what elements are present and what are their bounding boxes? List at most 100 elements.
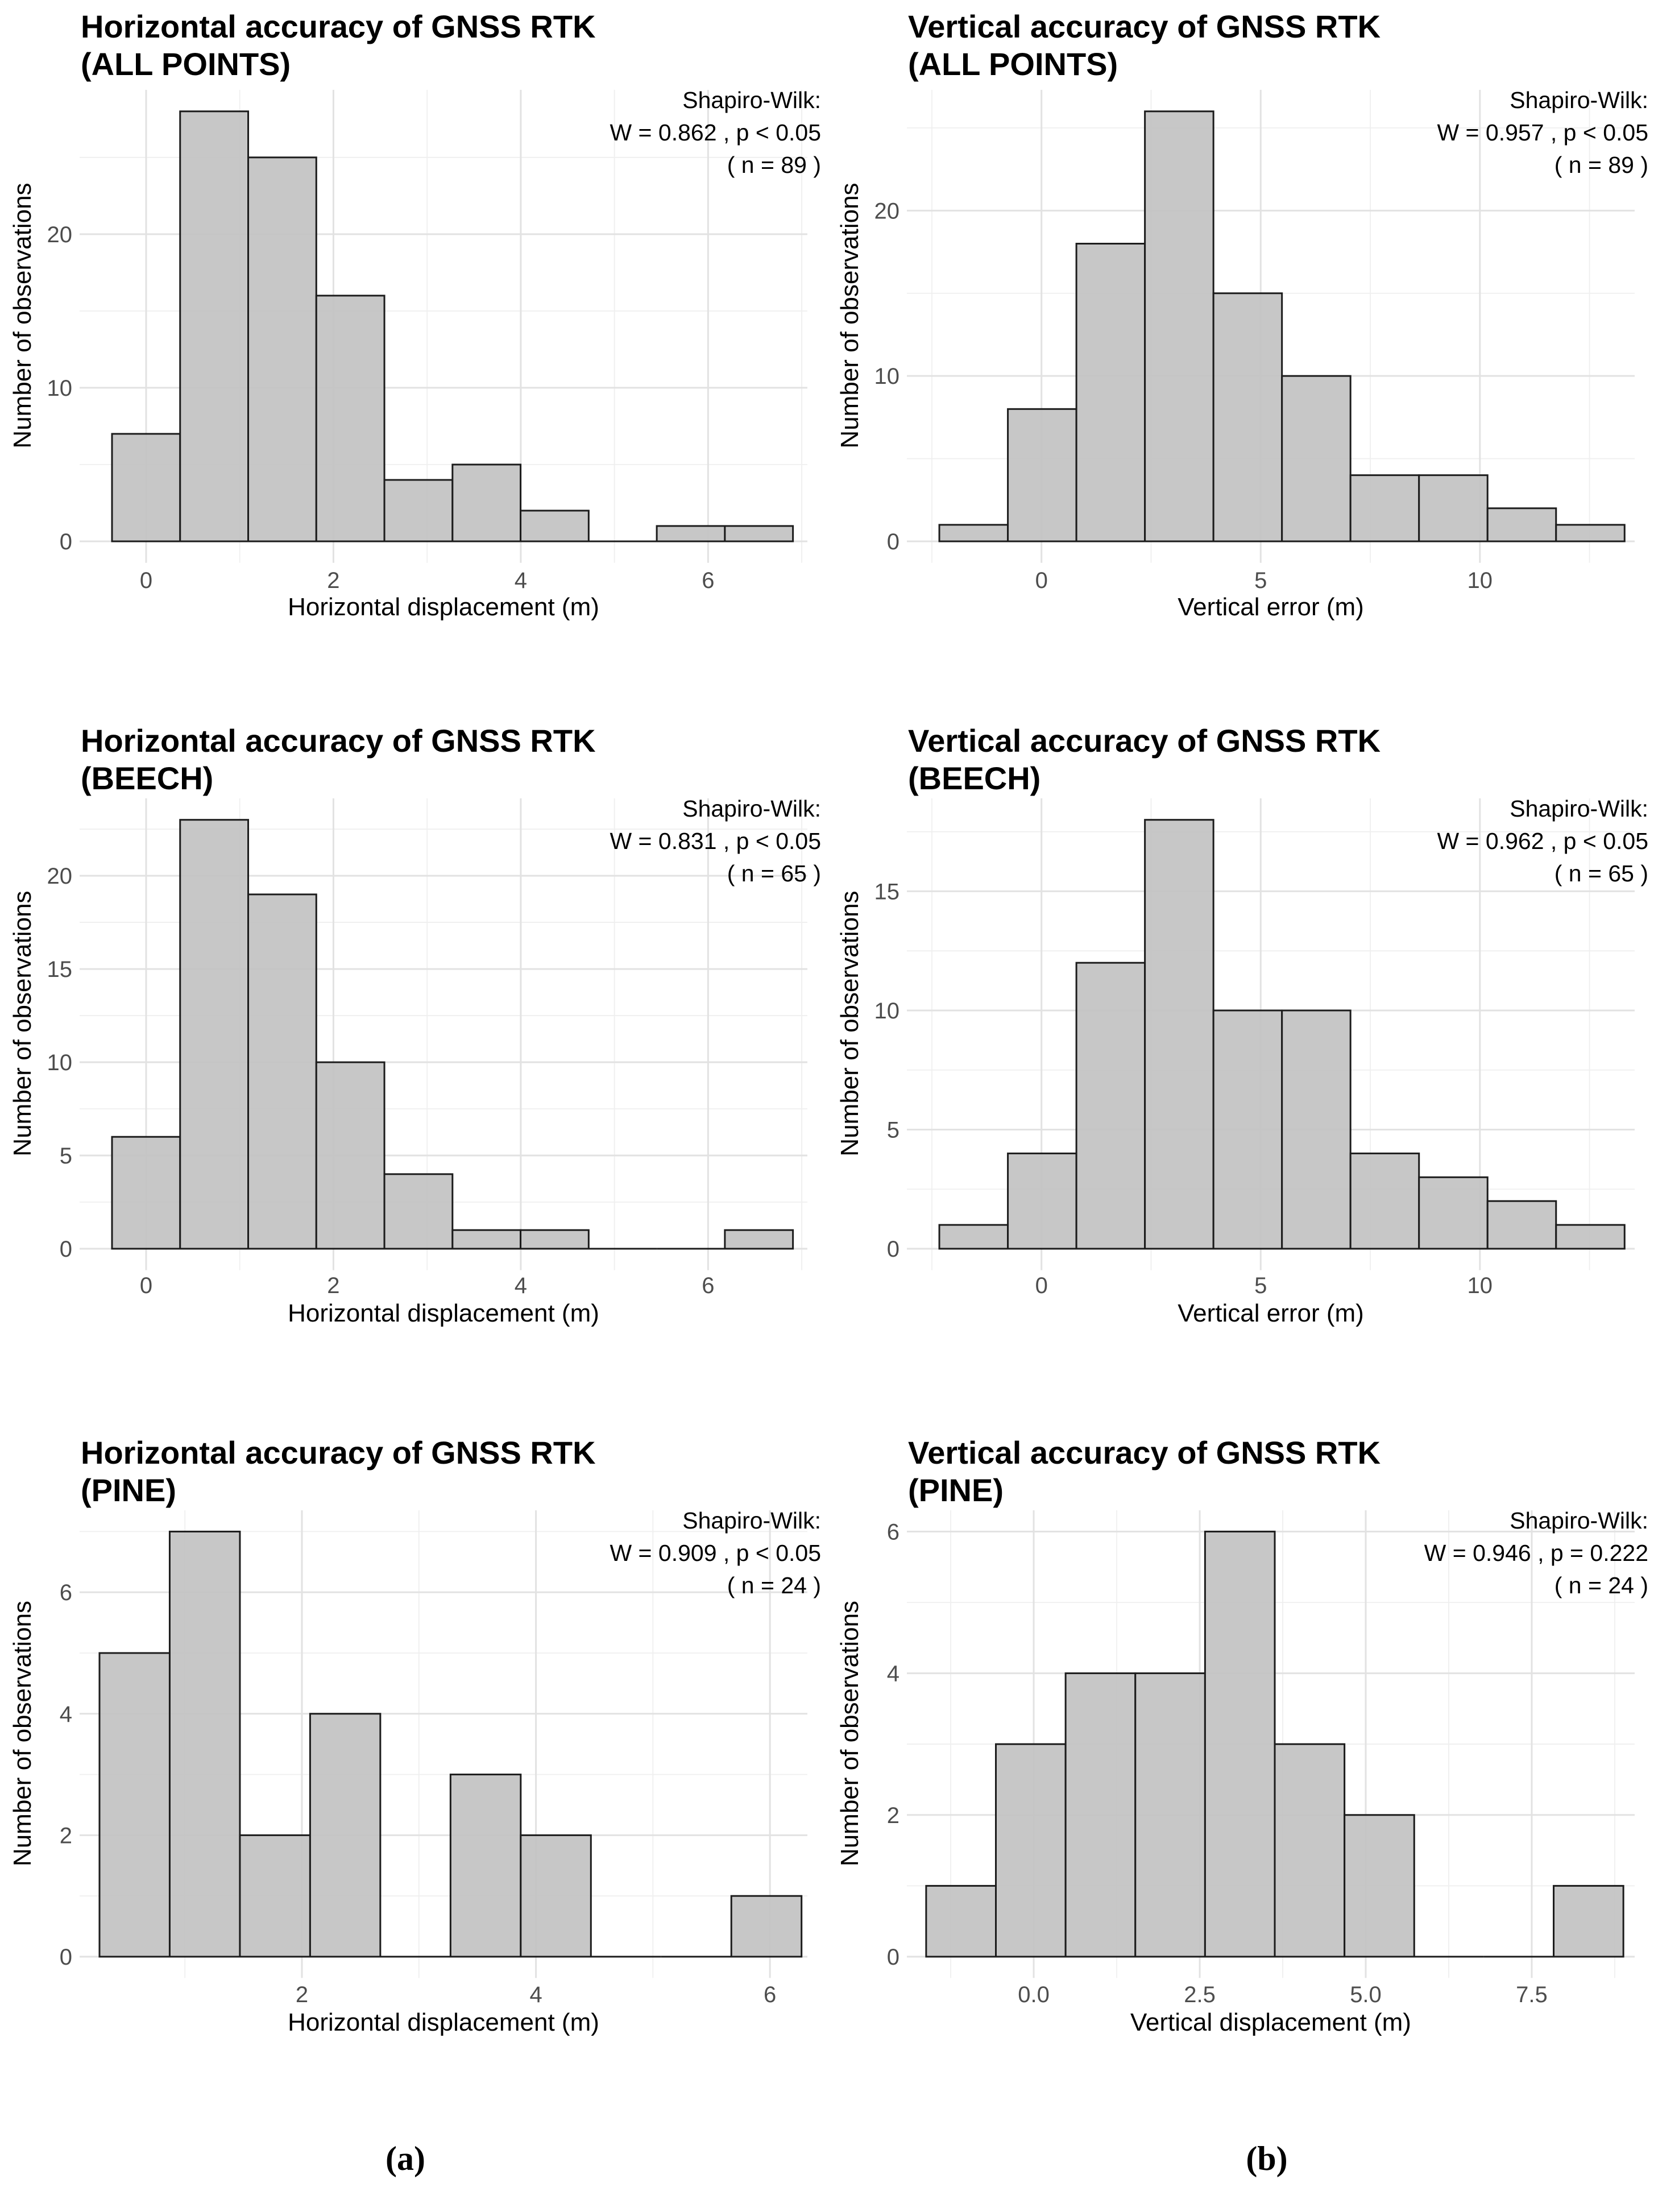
histogram-bar bbox=[938, 1224, 1009, 1250]
chart-title-line: (PINE) bbox=[908, 1472, 1004, 1508]
histogram-bar bbox=[994, 1743, 1067, 1958]
y-tick-label: 0 bbox=[887, 1237, 899, 1262]
y-tick-label: 10 bbox=[874, 999, 900, 1024]
histogram-bars bbox=[111, 110, 794, 542]
y-tick-label: 15 bbox=[47, 957, 73, 982]
x-tick-label: 10 bbox=[1468, 568, 1493, 593]
x-tick-label: 4 bbox=[515, 1273, 527, 1298]
shapiro-wilk-annotation-line: Shapiro-Wilk: bbox=[1510, 796, 1648, 822]
shapiro-wilk-annotation-line: Shapiro-Wilk: bbox=[682, 796, 821, 822]
histogram-bar bbox=[247, 893, 317, 1250]
y-axis-title: Number of observations bbox=[9, 183, 36, 448]
histogram-bar bbox=[111, 1136, 181, 1250]
histogram-bar bbox=[111, 433, 181, 542]
y-tick-label: 20 bbox=[47, 222, 73, 247]
shapiro-wilk-annotation-line: Shapiro-Wilk: bbox=[682, 87, 821, 113]
histogram-bar bbox=[1418, 474, 1489, 542]
histogram-bar bbox=[449, 1774, 522, 1958]
chart-title-line: (PINE) bbox=[81, 1472, 176, 1508]
histogram-bar bbox=[1212, 1009, 1283, 1250]
shapiro-wilk-annotation-line: Shapiro-Wilk: bbox=[682, 1507, 821, 1534]
shapiro-wilk-annotation-line: ( n = 24 ) bbox=[1554, 1572, 1648, 1598]
shapiro-wilk-annotation-line: ( n = 65 ) bbox=[1554, 860, 1648, 887]
histogram-bar bbox=[1281, 375, 1352, 542]
y-axis-title: Number of observations bbox=[836, 183, 864, 448]
histogram-bar bbox=[1555, 524, 1626, 542]
chart-title-line: (BEECH) bbox=[81, 760, 213, 796]
x-tick-label: 0 bbox=[140, 1273, 152, 1298]
histogram-bar bbox=[1486, 1200, 1557, 1250]
x-tick-label: 0.0 bbox=[1018, 1982, 1050, 2007]
histogram-bar bbox=[1134, 1672, 1206, 1958]
histogram-bar bbox=[730, 1895, 803, 1958]
caption-b: (b) bbox=[1246, 2140, 1288, 2177]
histogram-bars bbox=[925, 1530, 1624, 1958]
chart-horizontal-all-points: Horizontal accuracy of GNSS RTK (ALL POI… bbox=[0, 0, 827, 690]
histogram-bar bbox=[520, 1229, 590, 1250]
chart-canvas-vertical-beech: Vertical accuracy of GNSS RTK (BEECH) Sha… bbox=[836, 723, 1648, 1327]
histogram-bar bbox=[383, 479, 454, 542]
histogram-bar bbox=[925, 1884, 997, 1958]
x-tick-label: 5 bbox=[1254, 1273, 1267, 1298]
x-axis-title: Vertical error (m) bbox=[1178, 1299, 1364, 1327]
shapiro-wilk-annotation-line: ( n = 89 ) bbox=[1554, 152, 1648, 178]
x-tick-label: 0 bbox=[1035, 1273, 1048, 1298]
histogram-bar bbox=[247, 156, 317, 542]
y-tick-label: 0 bbox=[60, 1237, 72, 1262]
histogram-bar bbox=[656, 525, 726, 542]
x-axis-title: Horizontal displacement (m) bbox=[288, 2008, 599, 2036]
chart-title-line: Horizontal accuracy of GNSS RTK bbox=[81, 1435, 596, 1470]
y-axis-title: Number of observations bbox=[836, 1601, 864, 1866]
histogram-bar bbox=[1144, 110, 1214, 542]
y-tick-label: 6 bbox=[887, 1519, 899, 1544]
y-tick-label: 10 bbox=[47, 376, 73, 401]
y-tick-label: 0 bbox=[887, 1945, 899, 1970]
histogram-bar bbox=[309, 1713, 382, 1958]
x-tick-label: 10 bbox=[1468, 1273, 1493, 1298]
chart-canvas-horizontal-all-points: Horizontal accuracy of GNSS RTK (ALL POI… bbox=[9, 9, 821, 621]
shapiro-wilk-annotation-line: W = 0.962 , p < 0.05 bbox=[1437, 828, 1648, 854]
histogram-bar bbox=[724, 1229, 794, 1250]
x-axis-title: Vertical displacement (m) bbox=[1130, 2008, 1411, 2036]
y-tick-label: 4 bbox=[887, 1662, 899, 1687]
shapiro-wilk-annotation-line: ( n = 89 ) bbox=[727, 152, 821, 178]
x-tick-label: 6 bbox=[702, 568, 714, 593]
chart-canvas-horizontal-beech: Horizontal accuracy of GNSS RTK (BEECH) S… bbox=[9, 723, 821, 1327]
shapiro-wilk-annotation-line: Shapiro-Wilk: bbox=[1510, 87, 1648, 113]
x-tick-label: 0 bbox=[1035, 568, 1048, 593]
y-axis-title: Number of observations bbox=[9, 1601, 36, 1866]
x-tick-label: 2 bbox=[327, 1273, 339, 1298]
histogram-bar bbox=[1212, 292, 1283, 542]
histogram-bars bbox=[98, 1530, 803, 1958]
chart-title-line: Vertical accuracy of GNSS RTK bbox=[908, 9, 1381, 44]
y-tick-label: 5 bbox=[887, 1117, 899, 1142]
y-tick-label: 20 bbox=[47, 864, 73, 889]
chart-canvas-horizontal-pine: Horizontal accuracy of GNSS RTK (PINE) Sh… bbox=[9, 1435, 821, 2036]
histogram-bar bbox=[520, 1834, 592, 1958]
histogram-bar bbox=[1281, 1009, 1352, 1250]
chart-title-line: Horizontal accuracy of GNSS RTK bbox=[81, 723, 596, 759]
histogram-bars bbox=[111, 819, 794, 1250]
histogram-bar bbox=[1349, 474, 1420, 542]
histogram-bar bbox=[1344, 1814, 1415, 1958]
chart-title-line: Horizontal accuracy of GNSS RTK bbox=[81, 9, 596, 44]
shapiro-wilk-annotation-line: W = 0.862 , p < 0.05 bbox=[610, 119, 821, 146]
y-tick-label: 10 bbox=[47, 1050, 73, 1075]
histogram-bar bbox=[451, 1229, 522, 1250]
histogram-bar bbox=[1349, 1152, 1420, 1250]
histogram-bar bbox=[179, 110, 250, 542]
x-axis-title: Horizontal displacement (m) bbox=[288, 593, 599, 621]
x-tick-label: 2.5 bbox=[1184, 1982, 1216, 2007]
histogram-bar bbox=[724, 525, 794, 542]
y-tick-label: 6 bbox=[60, 1580, 72, 1605]
chart-horizontal-pine: Horizontal accuracy of GNSS RTK (PINE) Sh… bbox=[0, 1426, 827, 2116]
x-axis-title: Vertical error (m) bbox=[1178, 593, 1364, 621]
histogram-bar bbox=[315, 1061, 385, 1250]
x-tick-label: 2 bbox=[296, 1982, 308, 2007]
caption-a: (a) bbox=[385, 2140, 425, 2177]
chart-title-line: Vertical accuracy of GNSS RTK bbox=[908, 1435, 1381, 1470]
y-tick-label: 0 bbox=[887, 529, 899, 554]
x-tick-label: 2 bbox=[327, 568, 339, 593]
y-axis-title: Number of observations bbox=[836, 890, 864, 1156]
